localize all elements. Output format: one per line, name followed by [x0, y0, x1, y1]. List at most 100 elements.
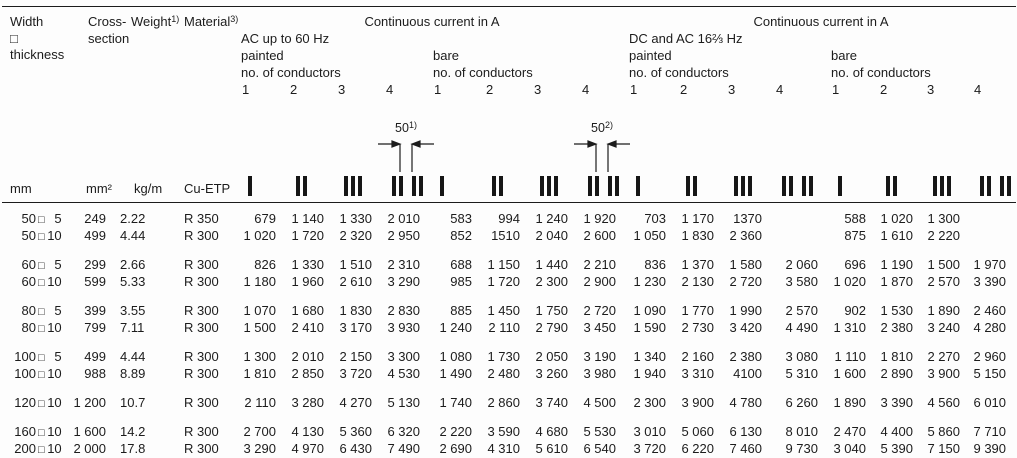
conductor-count-header: 3	[338, 81, 346, 97]
conductor-count-header: 1	[242, 81, 250, 97]
conductor-count-header: 4	[974, 81, 982, 97]
current-value-cell: 1 190	[880, 257, 914, 272]
current-value-cell	[772, 228, 828, 245]
current-value-cell: 1 870	[880, 274, 914, 289]
weight-footnote-mark: 1)	[171, 14, 180, 24]
thickness-value: 10	[47, 274, 62, 289]
conductor-bar	[351, 175, 355, 196]
current-value-cell: 1 180	[243, 274, 276, 289]
dimension-arrows-icon	[378, 139, 434, 172]
current-value-cell: 2 300	[633, 395, 667, 410]
current-value-cell: 1370	[733, 211, 763, 226]
conductor-count-header: 2	[486, 81, 494, 97]
conductor-bar	[693, 175, 698, 196]
table-row: 60 □ 5 299 2.66 R 300 826 1 330 1 510 2 310 688 1 1…	[2, 257, 1016, 274]
current-value-cell: 3 190	[583, 349, 617, 364]
current-value-cell: 8 010	[785, 424, 819, 439]
header-row-3: painted bare painted bare	[2, 48, 1016, 65]
square-symbol: □	[10, 30, 18, 46]
current-value-cell: 2 160	[681, 349, 715, 364]
cross-section-cell: 2 000	[73, 441, 106, 456]
current-value-cell: 2 220	[439, 424, 472, 439]
spacer-row	[2, 291, 1016, 303]
width-value: 120	[14, 395, 36, 410]
current-value-cell: 1 990	[729, 303, 763, 318]
cross-label-line2: section	[88, 30, 130, 46]
weight-cell: 17.8	[120, 441, 146, 456]
spacer-row	[2, 337, 1016, 349]
conductor-icon-cell	[482, 98, 530, 203]
current-value-cell: 2 470	[833, 424, 867, 439]
square-symbol: □	[38, 260, 45, 272]
current-value-cell: 583	[450, 211, 472, 226]
conductor-count-header: 1	[434, 81, 442, 97]
current-value-cell: 4 400	[880, 424, 914, 439]
conductor-icon-cell: 501)	[378, 98, 434, 203]
current-value-cell: 1 940	[633, 366, 667, 381]
conductor-bar	[789, 175, 794, 196]
conductor-bar	[893, 175, 898, 196]
current-value-cell: 1 310	[833, 320, 867, 335]
current-value-cell: 679	[254, 211, 276, 226]
header-row-1: Width □ thickness Cross- section Weight1…	[2, 7, 1016, 62]
current-value-cell: 1 300	[927, 211, 961, 226]
current-value-cell: 1 920	[583, 211, 617, 226]
thickness-value: 5	[54, 257, 62, 272]
current-value-cell: 994	[498, 211, 520, 226]
current-value-cell: 7 150	[927, 441, 961, 456]
conductor-bar	[492, 175, 496, 196]
three-conductor-icon	[540, 175, 578, 196]
thickness-value: 10	[47, 441, 62, 456]
cross-label-line1: Cross-	[88, 14, 127, 29]
current-value-cell: 3 740	[535, 395, 568, 410]
size-cell: 80 □ 10	[2, 320, 66, 337]
square-symbol: □	[38, 427, 45, 439]
cross-section-cell: 499	[84, 228, 106, 243]
material-cell: R 300	[184, 274, 219, 289]
size-cell: 80 □ 5	[2, 303, 66, 320]
one-conductor-icon	[440, 175, 482, 196]
current-value-cell: 4 490	[785, 320, 819, 335]
thickness-value: 10	[47, 228, 62, 243]
current-value-cell: 4 280	[973, 320, 1007, 335]
width-value: 160	[14, 424, 36, 439]
current-value-cell: 1 750	[535, 303, 568, 318]
cross-section-cell: 1 200	[73, 395, 106, 410]
conductor-count-header: 3	[927, 81, 935, 97]
square-symbol: □	[38, 323, 45, 335]
current-value-cell: 2 150	[339, 349, 372, 364]
conductor-count-header: 3	[534, 81, 542, 97]
conductor-bar	[933, 175, 938, 196]
conductor-bar	[499, 175, 503, 196]
spacer-row	[2, 202, 1016, 211]
current-value-cell: 6 320	[387, 424, 420, 439]
current-value-cell: 1 580	[729, 257, 763, 272]
conductor-bar	[809, 175, 814, 196]
current-value-cell: 1 050	[633, 228, 667, 243]
size-cell: 120 □ 10	[2, 395, 66, 412]
square-symbol: □	[38, 306, 45, 318]
current-value-cell: 1 020	[833, 274, 867, 289]
cross-section-cell: 249	[84, 211, 106, 226]
material-cell: R 300	[184, 257, 219, 272]
current-value-cell: 3 930	[387, 320, 420, 335]
current-value-cell: 6 220	[681, 441, 715, 456]
four-conductor-icon	[588, 175, 626, 196]
col-cross-section-header: Cross- section	[66, 7, 130, 99]
current-value-cell: 1 500	[243, 320, 276, 335]
size-cell: 200 □ 10	[2, 441, 66, 458]
square-symbol: □	[38, 277, 45, 289]
current-value-cell: 1 170	[681, 211, 715, 226]
dc-painted-label: painted	[629, 47, 672, 63]
current-value-cell: 3 310	[681, 366, 715, 381]
current-value-cell: 2 850	[291, 366, 324, 381]
current-value-cell: 5 530	[583, 424, 617, 439]
width-value: 100	[14, 366, 36, 381]
current-value-cell: 902	[844, 303, 867, 318]
width-value: 50	[21, 228, 36, 243]
dc-painted-conductors-label: no. of conductors	[629, 64, 729, 80]
material-cell: R 300	[184, 228, 219, 243]
three-conductor-icon	[734, 175, 772, 196]
current-value-cell: 3 720	[339, 366, 372, 381]
